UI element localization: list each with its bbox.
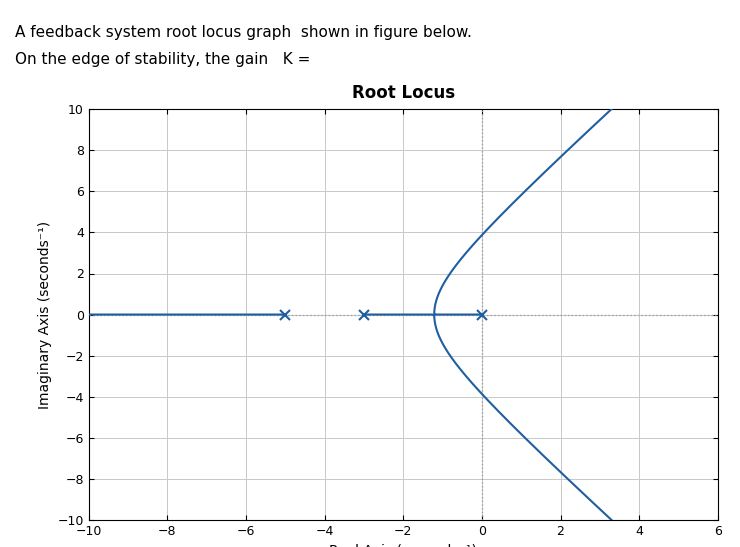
Title: Root Locus: Root Locus [352, 84, 455, 102]
Y-axis label: Imaginary Axis (seconds⁻¹): Imaginary Axis (seconds⁻¹) [38, 220, 52, 409]
X-axis label: Real Axis (seconds⁻¹): Real Axis (seconds⁻¹) [329, 543, 477, 547]
Text: A feedback system root locus graph  shown in figure below.: A feedback system root locus graph shown… [15, 25, 471, 39]
Text: On the edge of stability, the gain   K =: On the edge of stability, the gain K = [15, 52, 310, 67]
